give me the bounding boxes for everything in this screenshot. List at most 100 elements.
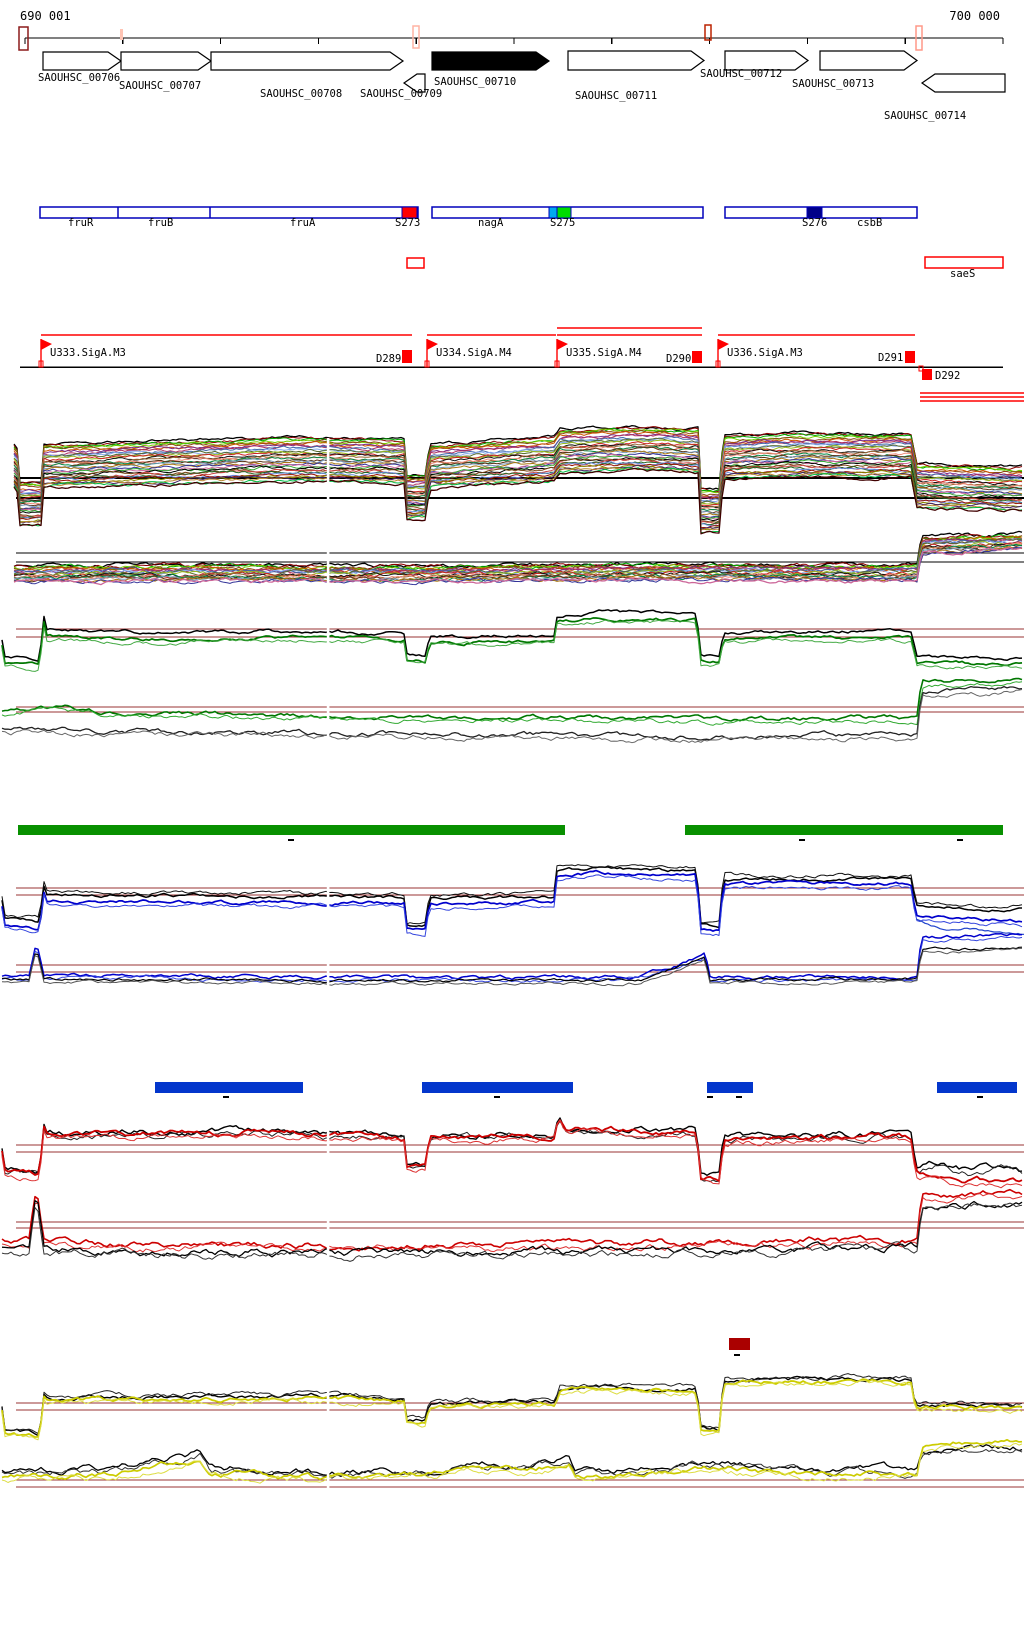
tu-label-U333.SigA.M3: U333.SigA.M3 (50, 347, 126, 359)
termination-site-D290[interactable] (692, 351, 702, 363)
blue-segments-bar[interactable] (707, 1082, 753, 1093)
signal-line-1 (1, 617, 1023, 667)
ruler-marker-pink-tick[interactable] (120, 29, 123, 40)
blue-segments-tick (736, 1096, 742, 1098)
termination-site-D292[interactable] (922, 369, 932, 380)
blue-segments-bar[interactable] (422, 1082, 573, 1093)
green-segments (18, 825, 1003, 841)
gene-arrow-SAOUHSC_00709[interactable] (402, 73, 426, 93)
ruler-marker-darkred-mid[interactable] (704, 24, 712, 41)
signal-line (13, 446, 1023, 511)
signal-line-2 (1, 1438, 1023, 1481)
gene-arrow-SAOUHSC_00707[interactable] (120, 51, 213, 71)
green-segments-tick (957, 839, 963, 841)
dark-red-segment-bar[interactable] (729, 1338, 750, 1350)
signal-section-yellow-track-reverse (1, 1438, 1024, 1488)
signal-line-2 (1, 1378, 1023, 1438)
gene-arrow-SAOUHSC_00711[interactable] (567, 50, 706, 71)
tu-flag-base (554, 360, 560, 368)
signal-line (13, 535, 1023, 572)
ruler-marker-darkred-left[interactable] (18, 26, 29, 51)
signal-line (13, 542, 1023, 581)
signal-line-1 (1, 864, 1023, 925)
signal-line (13, 462, 1023, 529)
gene-label-SAOUHSC_00708: SAOUHSC_00708 (260, 88, 342, 100)
operon-label-nagA: nagA (478, 217, 504, 229)
operon-label-csbB: csbB (857, 217, 882, 229)
signal-section-red-track-forward (1, 1117, 1024, 1189)
gene-label-SAOUHSC_00710: SAOUHSC_00710 (434, 76, 516, 88)
blue-segments-tick (707, 1096, 713, 1098)
gene-label-SAOUHSC_00709: SAOUHSC_00709 (360, 88, 442, 100)
operon-segment[interactable] (556, 206, 572, 219)
termination-site-D291[interactable] (905, 351, 915, 363)
ruler-marker-salmon-right[interactable] (915, 25, 923, 51)
blue-segments-bar[interactable] (155, 1082, 303, 1093)
tu-flag-U336.SigA.M3[interactable] (718, 339, 729, 350)
probe-gap-rect (326, 700, 330, 748)
tu-flag-U333.SigA.M3[interactable] (41, 339, 52, 350)
operon-bar-0[interactable] (39, 206, 419, 219)
signal-line-2 (1, 685, 1023, 741)
signal-line (13, 546, 1023, 583)
blue-segments-bar[interactable] (937, 1082, 1017, 1093)
d-site-label-D292: D292 (935, 370, 960, 382)
signal-section-all-probes-forward (13, 424, 1024, 535)
signal-line-0 (1, 866, 1022, 929)
tu-label-U335.SigA.M4: U335.SigA.M4 (566, 347, 642, 359)
blue-segments-tick (977, 1096, 983, 1098)
saes-box[interactable] (924, 256, 1004, 269)
signal-line (13, 467, 1023, 535)
ruler-marker-salmon-mid[interactable] (412, 25, 420, 49)
operon-label-S276: S276 (802, 217, 827, 229)
gene-arrow-SAOUHSC_00714[interactable] (920, 73, 1006, 93)
signal-section-green-track-reverse (1, 677, 1024, 744)
operon-segment[interactable] (806, 206, 823, 219)
gene-arrow-SAOUHSC_00710[interactable] (431, 51, 551, 71)
operon-label-fruB: fruB (148, 217, 173, 229)
signal-line-3 (1, 874, 1023, 937)
signal-line (13, 461, 1023, 527)
signal-line (13, 450, 1023, 515)
tu-flag-U334.SigA.M4[interactable] (427, 339, 438, 350)
signal-line (13, 466, 1023, 531)
operon-segment[interactable] (401, 206, 418, 219)
tu-flag-base (424, 360, 430, 368)
signal-line (13, 546, 1023, 586)
ruler-end-coordinate: 700 000 (949, 9, 1000, 23)
probe-gap-rect (326, 600, 330, 672)
probe-gap-rect (326, 852, 330, 936)
blue-segments-tick (494, 1096, 500, 1098)
signal-line (13, 449, 1023, 516)
gene-label-SAOUHSC_00712: SAOUHSC_00712 (700, 68, 782, 80)
green-segments-bar[interactable] (685, 825, 1003, 835)
signal-line-0 (1, 932, 1023, 982)
gene-arrow-SAOUHSC_00708[interactable] (210, 51, 405, 71)
gene-label-SAOUHSC_00706: SAOUHSC_00706 (38, 72, 120, 84)
tu-flag-U335.SigA.M4[interactable] (557, 339, 568, 350)
red-outline-box[interactable] (406, 257, 425, 269)
signal-line-1 (1, 681, 1023, 726)
operon-label-fruR: fruR (68, 217, 94, 229)
gene-arrow-SAOUHSC_00706[interactable] (42, 51, 123, 71)
signal-line-3 (1, 1442, 1023, 1484)
signal-line-3 (1, 1119, 1023, 1189)
gene-label-SAOUHSC_00711: SAOUHSC_00711 (575, 90, 657, 102)
operon-label-S275: S275 (550, 217, 575, 229)
signal-line (13, 429, 1023, 496)
green-segments-bar[interactable] (18, 825, 565, 835)
probe-gap-rect (326, 1215, 330, 1270)
blue-segments-tick (223, 1096, 229, 1098)
gene-arrow-SAOUHSC_00713[interactable] (819, 50, 919, 71)
signal-line-1 (1, 1193, 1023, 1253)
operon-row: fruR fruB fruA S273 nagA S275 S276 csbB saeS (39, 206, 1004, 280)
signal-line (13, 433, 1023, 500)
gene-arrow-SAOUHSC_00712[interactable] (724, 50, 810, 71)
signal-line (13, 453, 1023, 520)
signal-line-0 (1, 1188, 1023, 1252)
termination-pole (918, 365, 924, 372)
termination-site-D289[interactable] (402, 350, 412, 363)
signal-line (13, 456, 1023, 522)
signal-line-2 (1, 946, 1023, 984)
signal-line (13, 540, 1023, 578)
